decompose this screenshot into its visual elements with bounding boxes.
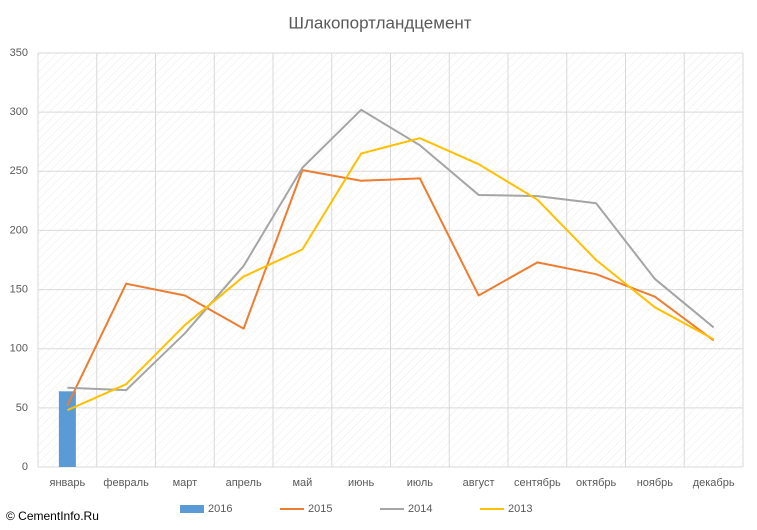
x-tick-label: ноябрь [637,477,674,489]
x-tick-label: май [292,477,312,489]
x-tick-label: июль [407,477,434,489]
x-tick-label: декабрь [693,477,735,489]
x-tick-label: август [463,477,495,489]
y-tick-label: 100 [10,343,28,355]
y-tick-label: 200 [10,224,28,236]
x-tick-label: январь [50,477,86,489]
line [66,169,715,406]
y-tick-label: 150 [10,283,28,295]
line [67,108,715,392]
y-tick-label: 50 [16,402,28,414]
y-tick-label: 0 [22,461,28,473]
x-tick-label: сентябрь [514,477,561,489]
chart-title: Шлакопортландцемент [288,13,471,32]
legend-label: 2014 [408,503,432,515]
legend-label: 2016 [208,503,232,515]
legend-label: 2013 [508,503,532,515]
legend-label: 2015 [308,503,332,515]
x-tick-label: февраль [103,477,149,489]
y-tick-label: 350 [10,47,28,59]
x-tick-label: октябрь [576,477,616,489]
x-tick-label: март [173,477,198,489]
legend-swatch [180,505,204,513]
watermark: © CementInfo.Ru [6,509,99,523]
bar [58,391,76,467]
y-tick-label: 250 [10,165,28,177]
x-tick-label: июнь [348,477,374,489]
y-tick-label: 300 [10,106,28,118]
line [66,137,715,412]
x-tick-label: апрель [226,477,262,489]
